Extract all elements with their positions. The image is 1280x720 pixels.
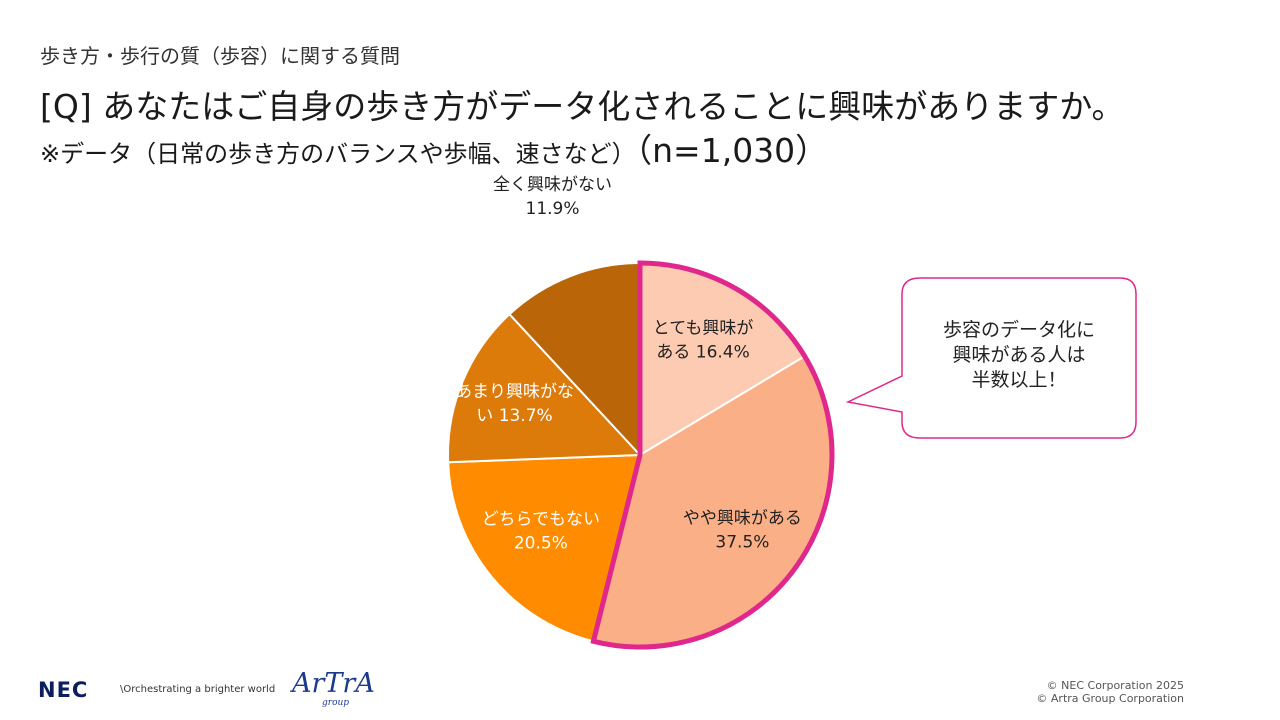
callout-bubble <box>846 277 1137 439</box>
note-text: ※データ（日常の歩き方のバランスや歩幅、速さなど） <box>40 140 636 168</box>
sample-size: （n=1,030） <box>635 131 829 170</box>
callout-line: 歩容のデータ化に <box>942 319 1095 341</box>
nec-tagline: \Orchestrating a brighter world <box>120 684 276 695</box>
slice-label-line: 全く興味がない <box>493 175 612 195</box>
callout-text: 歩容のデータ化に 興味がある人は 半数以上！ <box>900 318 1138 393</box>
slice-label-line: あまり興味がな <box>455 382 574 402</box>
artra-logo-sub: group <box>322 698 350 708</box>
slice-label: やや興味がある 37.5% <box>683 508 802 552</box>
slice-value: 11.9% <box>526 199 580 219</box>
copyright-nec: © NEC Corporation 2025 <box>1046 679 1184 692</box>
slice-label: とても興味がある 16.4% <box>653 319 754 363</box>
category-title: 歩き方・歩行の質（歩容）に関する質問 <box>40 44 400 68</box>
slice-value: ある 16.4% <box>656 343 749 363</box>
pie-slice <box>508 261 641 458</box>
slice-label-line: とても興味が <box>653 319 754 339</box>
callout-shape <box>846 277 1137 439</box>
slice-label: あまり興味がない 13.7% <box>455 382 574 426</box>
slice-label-line: やや興味がある <box>683 508 802 528</box>
slice-value: 37.5% <box>715 532 769 552</box>
slice-value: 20.5% <box>514 534 568 554</box>
callout-line: 半数以上！ <box>971 369 1067 391</box>
slice-label-line: どちらでもない <box>482 510 601 530</box>
pie-slice <box>447 453 642 643</box>
slice-label: 全く興味がない 11.9% <box>493 175 612 219</box>
slice-label: どちらでもない 20.5% <box>482 510 601 554</box>
nec-logo: NEC <box>38 678 89 702</box>
artra-logo: ArTrA <box>292 668 375 699</box>
callout-line: 興味がある人は <box>952 344 1086 366</box>
slice-value: い 13.7% <box>476 406 552 426</box>
question-title: [Q] あなたはご自身の歩き方がデータ化されることに興味がありますか。 <box>40 87 1125 126</box>
pie-slice <box>447 312 643 464</box>
highlight-outline <box>590 260 835 650</box>
copyright-artra: © Artra Group Corporation <box>1036 692 1184 705</box>
question-note: ※データ（日常の歩き方のバランスや歩幅、速さなど）（n=1,030） <box>40 124 828 172</box>
